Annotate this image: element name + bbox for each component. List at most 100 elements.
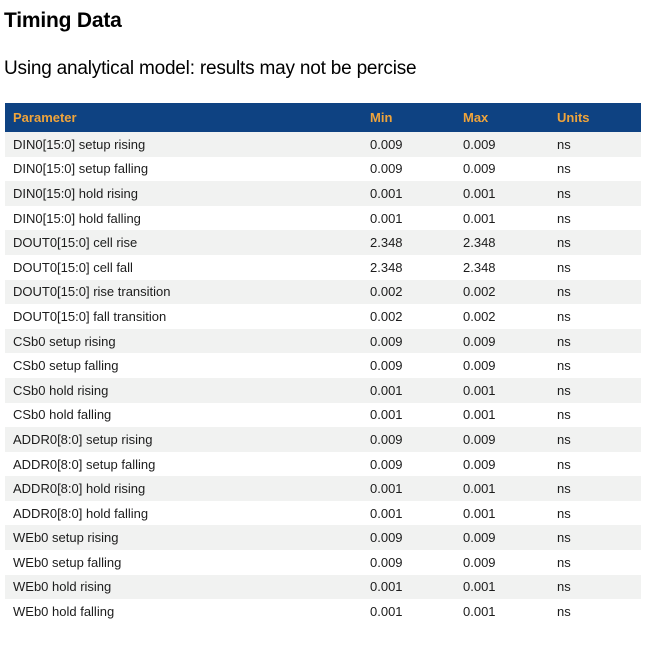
cell-min: 0.001 xyxy=(370,382,403,398)
cell-units: ns xyxy=(557,481,571,497)
cell-max: 0.009 xyxy=(463,136,496,152)
cell-min: 0.009 xyxy=(370,358,403,374)
table-row: DIN0[15:0] setup rising 0.009 0.009 ns xyxy=(5,131,641,157)
cell-max: 0.009 xyxy=(463,161,496,177)
cell-min: 0.002 xyxy=(370,308,403,324)
cell-min: 0.001 xyxy=(370,579,403,595)
cell-min: 0.009 xyxy=(370,161,403,177)
cell-units: ns xyxy=(557,235,571,251)
cell-min: 0.009 xyxy=(370,333,403,349)
table-row: WEb0 setup rising 0.009 0.009 ns xyxy=(5,525,641,551)
table-row: WEb0 setup falling 0.009 0.009 ns xyxy=(5,550,641,575)
cell-max: 0.001 xyxy=(463,210,496,226)
cell-min: 0.002 xyxy=(370,284,403,300)
table-row: ADDR0[8:0] hold rising 0.001 0.001 ns xyxy=(5,476,641,501)
cell-parameter: DIN0[15:0] setup falling xyxy=(13,161,149,177)
cell-min: 0.009 xyxy=(370,456,403,472)
cell-parameter: DOUT0[15:0] rise transition xyxy=(13,284,171,300)
cell-units: ns xyxy=(557,604,571,620)
cell-max: 0.009 xyxy=(463,456,496,472)
cell-min: 0.001 xyxy=(370,481,403,497)
cell-parameter: DIN0[15:0] setup rising xyxy=(13,136,146,152)
cell-min: 2.348 xyxy=(370,259,403,275)
timing-data-table: Parameter Min Max Units DIN0[15:0] setup… xyxy=(5,102,641,624)
cell-units: ns xyxy=(557,431,571,447)
cell-parameter: CSb0 setup falling xyxy=(13,358,119,374)
cell-parameter: DIN0[15:0] hold rising xyxy=(13,185,139,201)
cell-max: 0.002 xyxy=(463,284,496,300)
cell-parameter: CSb0 hold rising xyxy=(13,382,109,398)
cell-max: 0.001 xyxy=(463,505,496,521)
cell-min: 0.001 xyxy=(370,210,403,226)
page-subtitle: Using analytical model: results may not … xyxy=(4,58,417,80)
cell-parameter: WEb0 hold rising xyxy=(13,579,112,595)
cell-max: 0.009 xyxy=(463,431,496,447)
cell-units: ns xyxy=(557,505,571,521)
cell-max: 0.001 xyxy=(463,579,496,595)
cell-max: 0.001 xyxy=(463,604,496,620)
cell-units: ns xyxy=(557,185,571,201)
timing-table-body: DIN0[15:0] setup rising 0.009 0.009 ns DIN0[… xyxy=(5,131,641,624)
table-row: CSb0 hold falling 0.001 0.001 ns xyxy=(5,402,641,428)
table-row: DIN0[15:0] setup falling 0.009 0.009 ns xyxy=(5,156,641,182)
cell-units: ns xyxy=(557,456,571,472)
cell-max: 0.001 xyxy=(463,407,496,423)
table-row: ADDR0[8:0] hold falling 0.001 0.001 ns xyxy=(5,500,641,526)
column-header-units: Units xyxy=(549,102,641,132)
cell-max: 0.009 xyxy=(463,333,496,349)
table-header: Parameter Min Max Units xyxy=(5,102,641,132)
cell-parameter: WEb0 setup rising xyxy=(13,530,119,546)
cell-parameter: DOUT0[15:0] cell rise xyxy=(13,235,138,251)
table-row: WEb0 hold falling 0.001 0.001 ns xyxy=(5,599,641,624)
cell-min: 0.001 xyxy=(370,407,403,423)
cell-parameter: DOUT0[15:0] cell fall xyxy=(13,259,133,275)
cell-max: 0.001 xyxy=(463,185,496,201)
cell-parameter: DIN0[15:0] hold falling xyxy=(13,210,141,226)
cell-units: ns xyxy=(557,407,571,423)
cell-max: 0.001 xyxy=(463,382,496,398)
table-row: ADDR0[8:0] setup rising 0.009 0.009 ns xyxy=(5,427,641,452)
cell-parameter: CSb0 setup rising xyxy=(13,333,116,349)
cell-max: 0.001 xyxy=(463,481,496,497)
cell-units: ns xyxy=(557,259,571,275)
cell-max: 0.009 xyxy=(463,358,496,374)
cell-min: 2.348 xyxy=(370,235,403,251)
cell-parameter: CSb0 hold falling xyxy=(13,407,112,423)
table-row: DOUT0[15:0] cell fall 2.348 2.348 ns xyxy=(5,254,641,280)
cell-min: 0.001 xyxy=(370,185,403,201)
cell-min: 0.009 xyxy=(370,136,403,152)
table-row: CSb0 setup rising 0.009 0.009 ns xyxy=(5,328,641,354)
cell-units: ns xyxy=(557,308,571,324)
cell-units: ns xyxy=(557,210,571,226)
cell-min: 0.009 xyxy=(370,554,403,570)
cell-units: ns xyxy=(557,579,571,595)
cell-units: ns xyxy=(557,161,571,177)
cell-units: ns xyxy=(557,554,571,570)
cell-min: 0.001 xyxy=(370,604,403,620)
cell-max: 0.002 xyxy=(463,308,496,324)
cell-units: ns xyxy=(557,136,571,152)
column-header-min: Min xyxy=(362,102,455,132)
table-row: CSb0 hold rising 0.001 0.001 ns xyxy=(5,377,641,403)
cell-parameter: WEb0 hold falling xyxy=(13,604,115,620)
table-row: WEb0 hold rising 0.001 0.001 ns xyxy=(5,574,641,600)
cell-units: ns xyxy=(557,530,571,546)
cell-min: 0.009 xyxy=(370,530,403,546)
table-row: DIN0[15:0] hold falling 0.001 0.001 ns xyxy=(5,205,641,231)
cell-max: 2.348 xyxy=(463,259,496,275)
cell-parameter: ADDR0[8:0] hold falling xyxy=(13,505,149,521)
cell-units: ns xyxy=(557,358,571,374)
page-title: Timing Data xyxy=(4,9,122,32)
table-row: DOUT0[15:0] cell rise 2.348 2.348 ns xyxy=(5,230,641,255)
table-header-row: Parameter Min Max Units xyxy=(5,102,641,132)
cell-parameter: ADDR0[8:0] setup falling xyxy=(13,456,156,472)
table-row: ADDR0[8:0] setup falling 0.009 0.009 ns xyxy=(5,451,641,477)
cell-max: 0.009 xyxy=(463,554,496,570)
table-row: DOUT0[15:0] rise transition 0.002 0.002 ns xyxy=(5,279,641,305)
cell-max: 0.009 xyxy=(463,530,496,546)
cell-min: 0.001 xyxy=(370,505,403,521)
cell-parameter: ADDR0[8:0] setup rising xyxy=(13,431,153,447)
table-row: DOUT0[15:0] fall transition 0.002 0.002 ns xyxy=(5,304,641,329)
cell-parameter: ADDR0[8:0] hold rising xyxy=(13,481,146,497)
cell-parameter: WEb0 setup falling xyxy=(13,554,122,570)
